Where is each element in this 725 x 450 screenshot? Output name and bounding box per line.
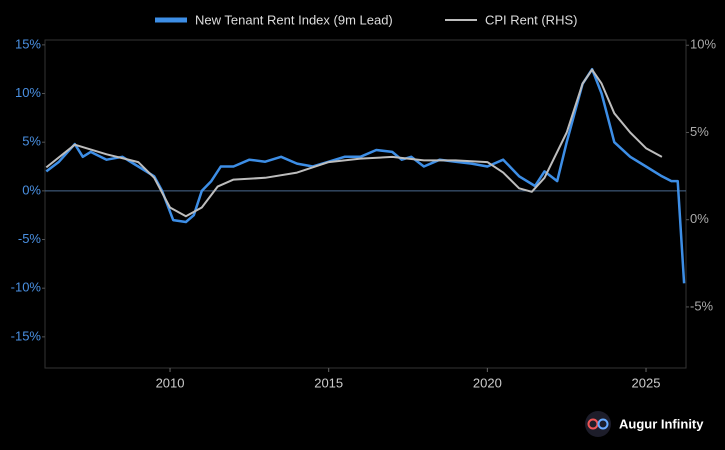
y2-tick-label: 10%	[690, 37, 716, 52]
x-tick-label: 2025	[632, 375, 661, 390]
x-tick-label: 2010	[156, 375, 185, 390]
y2-tick-label: 5%	[690, 124, 709, 139]
series-line	[45, 68, 663, 218]
x-tick-label: 2015	[314, 375, 343, 390]
y-tick-label: -10%	[11, 280, 42, 295]
plot-frame	[44, 39, 687, 369]
y2-tick-label: -5%	[690, 298, 714, 313]
y-tick-label: 15%	[15, 36, 41, 51]
brand-logo	[585, 411, 611, 437]
y-tick-label: 5%	[22, 134, 41, 149]
y-tick-label: 10%	[15, 85, 41, 100]
brand: Augur Infinity	[619, 416, 704, 431]
y-tick-label: -5%	[18, 231, 42, 246]
legend-label: CPI Rent (RHS)	[485, 12, 577, 27]
y2-tick-label: 0%	[690, 211, 709, 226]
y-tick-label: -15%	[11, 328, 42, 343]
x-tick-label: 2020	[473, 375, 502, 390]
legend-label: New Tenant Rent Index (9m Lead)	[195, 12, 393, 27]
y-tick-label: 0%	[22, 182, 41, 197]
